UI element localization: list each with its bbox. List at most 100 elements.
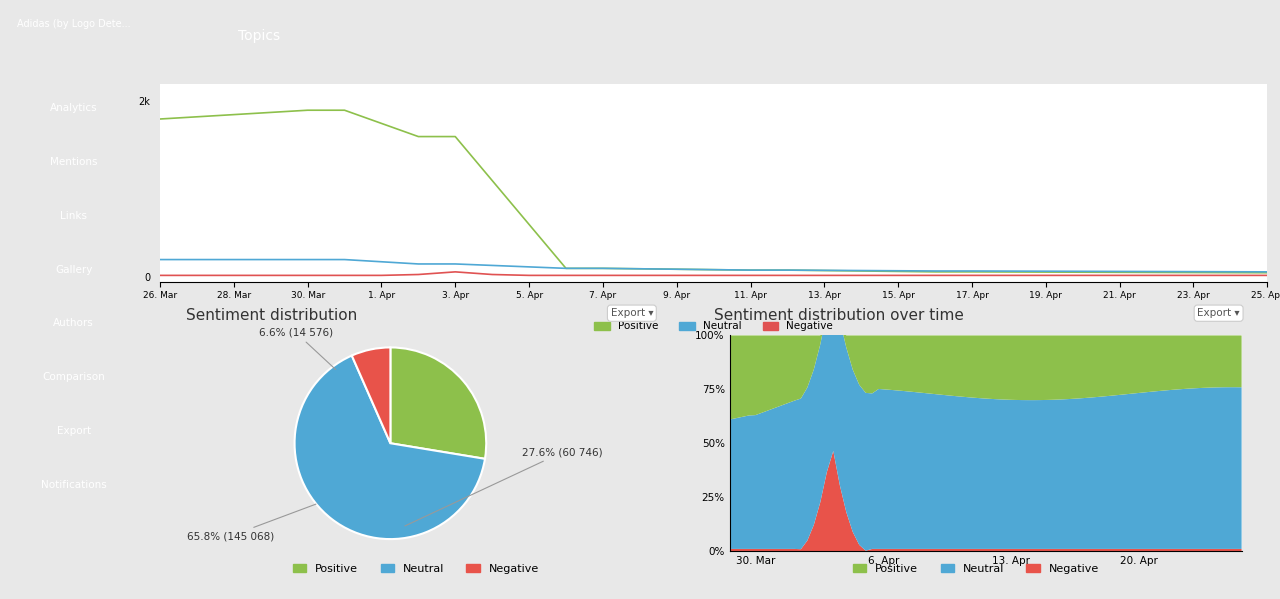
Text: Topics: Topics [238,29,280,43]
Negative [264,272,279,279]
Positive [964,268,979,276]
Text: 27.6% (60 746): 27.6% (60 746) [404,447,603,526]
Line: Neutral: Neutral [160,259,1267,272]
Positive [1112,269,1128,276]
Positive [300,107,315,114]
Text: Comparison: Comparison [42,373,105,382]
Negative [780,272,795,279]
Text: Export ▾: Export ▾ [611,308,653,318]
Text: Analytics: Analytics [50,103,97,113]
Negative [448,268,463,276]
Negative [1038,272,1053,279]
Positive [1075,268,1091,276]
Neutral [152,256,168,263]
Line: Negative: Negative [160,272,1267,276]
Neutral [817,267,832,274]
Positive [927,268,942,276]
Neutral [927,267,942,274]
Positive [669,265,685,273]
Negative [742,272,758,279]
Positive [1038,268,1053,276]
Positive [189,113,205,120]
Text: Notifications: Notifications [41,480,106,490]
Negative [1001,272,1016,279]
Neutral [374,258,389,265]
Negative [817,272,832,279]
Text: Adidas (by Logo Dete...: Adidas (by Logo Dete... [17,19,131,29]
Negative [632,272,648,279]
Negative [964,272,979,279]
Neutral [1038,268,1053,275]
Positive [1149,269,1165,276]
Neutral [707,266,722,273]
Negative [558,272,573,279]
Line: Positive: Positive [160,110,1267,273]
Neutral [632,265,648,273]
Negative [891,272,906,279]
Text: Links: Links [60,211,87,220]
Neutral [1185,268,1201,275]
Positive [1185,269,1201,276]
Neutral [1075,268,1091,275]
Positive [521,221,536,228]
Text: Export: Export [56,426,91,436]
Positive [595,265,611,272]
Positive [227,111,242,118]
Text: Gallery: Gallery [55,265,92,274]
Text: Export ▾: Export ▾ [1197,308,1240,318]
Positive [448,133,463,140]
Text: 6.6% (14 576): 6.6% (14 576) [259,328,335,370]
Negative [854,272,869,279]
Neutral [411,261,426,268]
Negative [484,271,499,278]
Negative [300,272,315,279]
Positive [337,107,352,114]
Negative [1149,272,1165,279]
Neutral [227,256,242,263]
Negative [707,272,722,279]
Neutral [337,256,352,263]
Positive [152,116,168,123]
Text: Sentiment distribution over time: Sentiment distribution over time [714,308,964,323]
Negative [374,272,389,279]
Negative [927,272,942,279]
Negative [1185,272,1201,279]
Neutral [780,267,795,274]
Positive [707,266,722,273]
Neutral [558,265,573,272]
Neutral [669,265,685,273]
Negative [227,272,242,279]
Negative [411,271,426,278]
Positive [1260,269,1275,276]
Positive [817,267,832,274]
Positive [780,267,795,274]
Neutral [484,262,499,269]
Negative [337,272,352,279]
Neutral [448,261,463,268]
Positive [374,120,389,127]
Neutral [964,267,979,274]
Neutral [300,256,315,263]
Negative [1222,272,1238,279]
Text: Sentiment distribution: Sentiment distribution [186,308,357,323]
Legend: Positive, Neutral, Negative: Positive, Neutral, Negative [590,317,837,335]
Text: 65.8% (145 068): 65.8% (145 068) [187,504,316,541]
Positive [742,267,758,274]
Text: Mentions: Mentions [50,157,97,167]
Wedge shape [390,347,486,459]
Negative [595,272,611,279]
Negative [521,272,536,279]
Neutral [1260,268,1275,276]
Neutral [264,256,279,263]
Neutral [891,267,906,274]
Neutral [854,267,869,274]
Legend: Positive, Neutral, Negative: Positive, Neutral, Negative [289,559,543,579]
Negative [189,272,205,279]
Negative [1075,272,1091,279]
Negative [1112,272,1128,279]
Positive [632,265,648,273]
Positive [1222,269,1238,276]
Neutral [595,265,611,272]
Legend: Positive, Neutral, Negative: Positive, Neutral, Negative [849,559,1103,579]
Neutral [189,256,205,263]
